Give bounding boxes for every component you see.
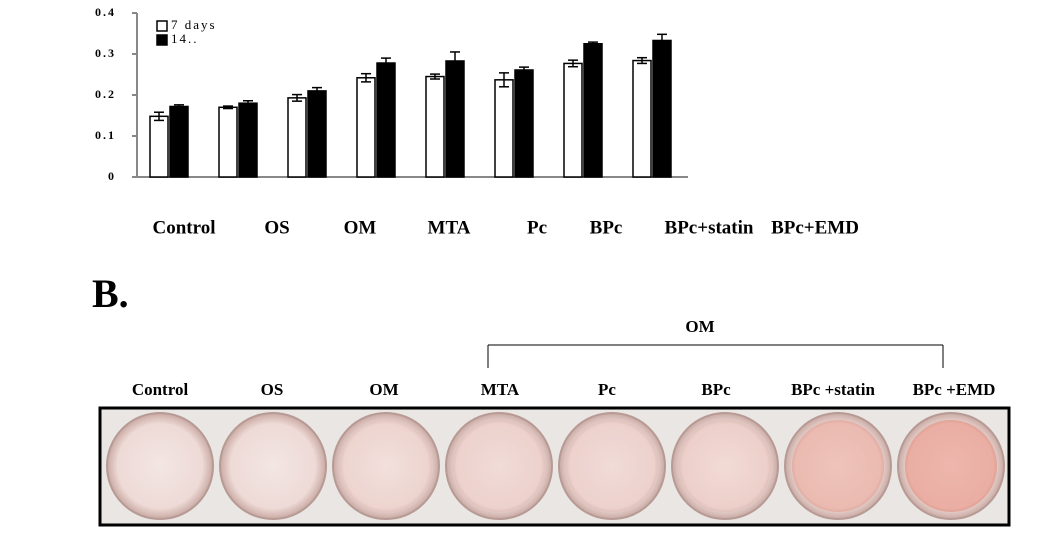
error-bar — [588, 41, 598, 47]
y-tick-label: 0.1 — [95, 128, 116, 142]
well — [671, 412, 779, 520]
well — [784, 412, 892, 520]
error-bar — [154, 111, 164, 122]
well — [332, 412, 440, 520]
x-tick-label: BPc+EMD — [771, 217, 859, 238]
x-tick-label: OM — [344, 217, 377, 238]
column-label: Pc — [598, 380, 616, 399]
bar — [583, 43, 603, 178]
legend-swatch — [156, 20, 168, 32]
bar — [514, 69, 534, 178]
stain — [905, 420, 997, 512]
well — [558, 412, 666, 520]
column-label: BPc — [701, 380, 731, 399]
error-bar — [223, 105, 233, 110]
well — [445, 412, 553, 520]
bar — [652, 39, 672, 178]
bar — [445, 60, 465, 178]
y-tick-label: 0.3 — [95, 46, 116, 60]
error-bar — [499, 72, 509, 88]
bar — [307, 90, 327, 178]
error-bar — [657, 33, 667, 48]
column-label: Control — [132, 380, 189, 399]
bar — [169, 105, 189, 178]
bar — [425, 75, 445, 178]
bar — [149, 115, 169, 178]
bar — [563, 62, 583, 178]
bar — [238, 102, 258, 178]
x-tick-label: Control — [153, 217, 216, 238]
legend-label: 7 days — [171, 17, 217, 32]
stain — [340, 420, 432, 512]
error-bar — [637, 56, 647, 65]
well — [219, 412, 327, 520]
panel-label: B. — [92, 271, 129, 316]
stain — [792, 420, 884, 512]
y-tick-label: 0.2 — [95, 87, 116, 101]
column-label: OM — [369, 380, 398, 399]
x-tick-label: BPc+statin — [665, 217, 754, 238]
stain — [566, 420, 658, 512]
well — [106, 412, 214, 520]
x-tick-label: BPc — [590, 217, 623, 238]
error-bar — [519, 66, 529, 74]
bar — [632, 59, 652, 178]
stain — [453, 420, 545, 512]
legend-swatch — [156, 34, 168, 46]
bar — [287, 97, 307, 178]
bar — [376, 62, 396, 178]
error-bar — [292, 93, 302, 102]
error-bar — [243, 99, 253, 107]
column-label: MTA — [481, 380, 520, 399]
bar — [218, 106, 238, 178]
error-bar — [361, 72, 371, 83]
y-tick-label: 0 — [108, 169, 116, 183]
y-tick-label: 0.4 — [95, 5, 116, 19]
error-bar — [312, 86, 322, 95]
column-label: BPc +statin — [791, 380, 875, 399]
column-label: BPc +EMD — [913, 380, 996, 399]
well — [897, 412, 1005, 520]
error-bar — [381, 57, 391, 69]
error-bar — [568, 59, 578, 68]
error-bar — [450, 51, 460, 71]
x-tick-label: OS — [264, 217, 289, 238]
bracket-label: OM — [685, 317, 714, 336]
stain — [679, 420, 771, 512]
error-bar — [174, 104, 184, 109]
bar — [356, 77, 376, 178]
x-tick-label: Pc — [527, 217, 547, 238]
bar — [494, 79, 514, 178]
x-tick-label: MTA — [428, 217, 471, 238]
legend-label: 14.. — [171, 31, 199, 46]
error-bar — [430, 73, 440, 80]
column-label: OS — [261, 380, 284, 399]
